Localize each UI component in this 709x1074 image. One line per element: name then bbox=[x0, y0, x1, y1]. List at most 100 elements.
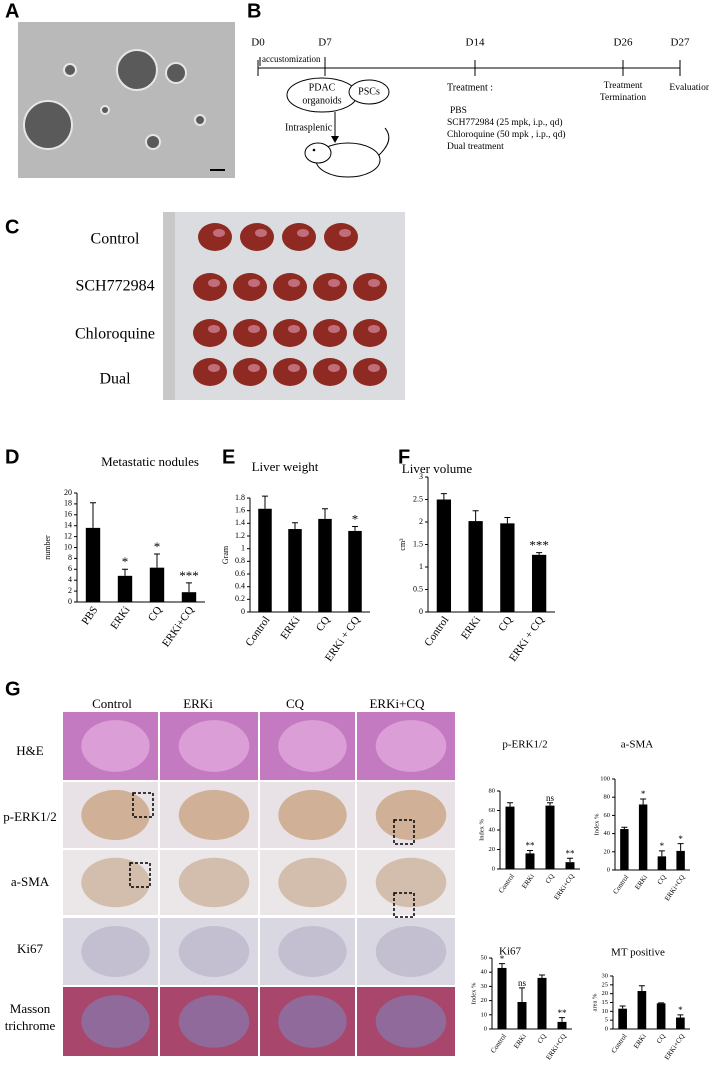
y-tick-label: 18 bbox=[64, 499, 72, 508]
panel-label: E bbox=[222, 446, 235, 468]
bar bbox=[517, 1002, 527, 1029]
bar bbox=[537, 977, 547, 1029]
termination-label: Treatment bbox=[604, 81, 643, 91]
organoid bbox=[145, 134, 161, 150]
bar bbox=[258, 508, 272, 612]
error-bar bbox=[640, 798, 647, 805]
y-tick-label: 0.5 bbox=[413, 584, 423, 593]
error-bar bbox=[536, 552, 543, 555]
organoid bbox=[23, 100, 73, 150]
histology-region bbox=[81, 789, 150, 841]
bar bbox=[318, 518, 332, 612]
y-tick-label: 100 bbox=[600, 775, 610, 782]
x-tick-label: Control bbox=[612, 873, 631, 895]
liver-highlight bbox=[328, 279, 340, 287]
liver bbox=[233, 358, 267, 386]
histology-region bbox=[81, 720, 150, 772]
error-bar bbox=[262, 495, 268, 509]
error-bar bbox=[90, 502, 96, 528]
histology-region bbox=[81, 995, 150, 1048]
y-tick-label: 30 bbox=[481, 983, 488, 990]
liver bbox=[198, 223, 232, 251]
panel-label: G bbox=[5, 678, 21, 700]
histology-region bbox=[278, 720, 347, 772]
treatment-title: Treatment : bbox=[447, 82, 493, 93]
liver-highlight bbox=[255, 229, 267, 237]
x-tick-label: Control bbox=[497, 872, 516, 894]
y-tick-label: 60 bbox=[489, 807, 496, 814]
liver bbox=[240, 223, 274, 251]
y-tick-label: 10 bbox=[602, 1008, 609, 1015]
treatment-label: Chloroquine (50 mpk , i.p., qd) bbox=[447, 129, 565, 140]
bar bbox=[656, 1003, 666, 1029]
x-tick-label: ERKi bbox=[520, 872, 536, 890]
bar bbox=[657, 856, 667, 870]
y-tick-label: 80 bbox=[489, 787, 496, 794]
histology-region bbox=[375, 995, 447, 1048]
y-tick-label: 0 bbox=[68, 597, 72, 606]
significance-label: *** bbox=[179, 568, 199, 583]
group-label: Dual bbox=[99, 371, 131, 388]
y-axis-label: Index % bbox=[593, 813, 600, 835]
treatment-label: Dual treatment bbox=[447, 142, 504, 152]
histology-region bbox=[178, 857, 250, 908]
y-axis-label: Gram bbox=[221, 545, 230, 564]
error-bar bbox=[638, 985, 645, 992]
y-tick-label: 0 bbox=[492, 865, 495, 872]
micrograph bbox=[18, 22, 235, 178]
group-label: Control bbox=[91, 231, 140, 248]
inset-box bbox=[129, 862, 151, 888]
y-tick-label: 14 bbox=[64, 521, 72, 530]
histology-region bbox=[278, 995, 347, 1048]
bar bbox=[676, 850, 685, 870]
ruler bbox=[163, 212, 175, 400]
bar bbox=[288, 529, 302, 612]
error-bar bbox=[621, 826, 628, 830]
mouse-eye bbox=[312, 148, 316, 152]
x-tick-label: CQ bbox=[146, 604, 165, 623]
bar bbox=[620, 829, 629, 870]
significance-label: ns bbox=[546, 793, 555, 803]
bar bbox=[117, 575, 133, 602]
liver bbox=[313, 319, 347, 347]
liver bbox=[313, 358, 347, 386]
column-label: ERKi+CQ bbox=[369, 696, 425, 711]
y-tick-label: 0 bbox=[605, 1025, 608, 1032]
histology-region bbox=[81, 926, 150, 977]
chart-title: Liver volume bbox=[402, 461, 473, 476]
y-tick-label: 3 bbox=[419, 472, 423, 481]
y-axis-label: number bbox=[43, 535, 52, 560]
significance-label: * bbox=[122, 554, 129, 569]
histology-region bbox=[178, 720, 250, 772]
day-label: D27 bbox=[671, 37, 690, 49]
x-tick-label: Control bbox=[243, 614, 272, 648]
error-bar bbox=[677, 1014, 684, 1018]
bar bbox=[637, 991, 647, 1029]
row-label: Ki67 bbox=[17, 941, 44, 956]
y-tick-label: 12 bbox=[64, 531, 72, 540]
x-tick-label: ERKi bbox=[108, 604, 132, 631]
liver bbox=[273, 319, 307, 347]
inset-box bbox=[393, 819, 415, 845]
y-tick-label: 10 bbox=[64, 542, 72, 551]
liver-highlight bbox=[248, 325, 260, 333]
histology-region bbox=[375, 857, 447, 908]
error-bar bbox=[559, 1017, 565, 1022]
error-bar bbox=[527, 849, 533, 854]
y-tick-label: 1 bbox=[241, 543, 245, 552]
y-tick-label: 2 bbox=[419, 517, 423, 526]
histology-region bbox=[278, 789, 347, 841]
error-bar bbox=[677, 843, 684, 851]
error-bar bbox=[322, 508, 328, 519]
error-bar bbox=[472, 510, 479, 522]
y-tick-label: 1.5 bbox=[413, 539, 423, 548]
liver-highlight bbox=[288, 325, 300, 333]
y-tick-label: 1.2 bbox=[235, 531, 245, 540]
significance-label: * bbox=[352, 511, 359, 526]
y-tick-label: 40 bbox=[489, 826, 496, 833]
bar bbox=[181, 592, 197, 602]
chart-title: a-SMA bbox=[621, 739, 653, 751]
significance-label: * bbox=[641, 789, 646, 799]
y-tick-label: 20 bbox=[604, 848, 611, 855]
bar bbox=[348, 530, 362, 612]
